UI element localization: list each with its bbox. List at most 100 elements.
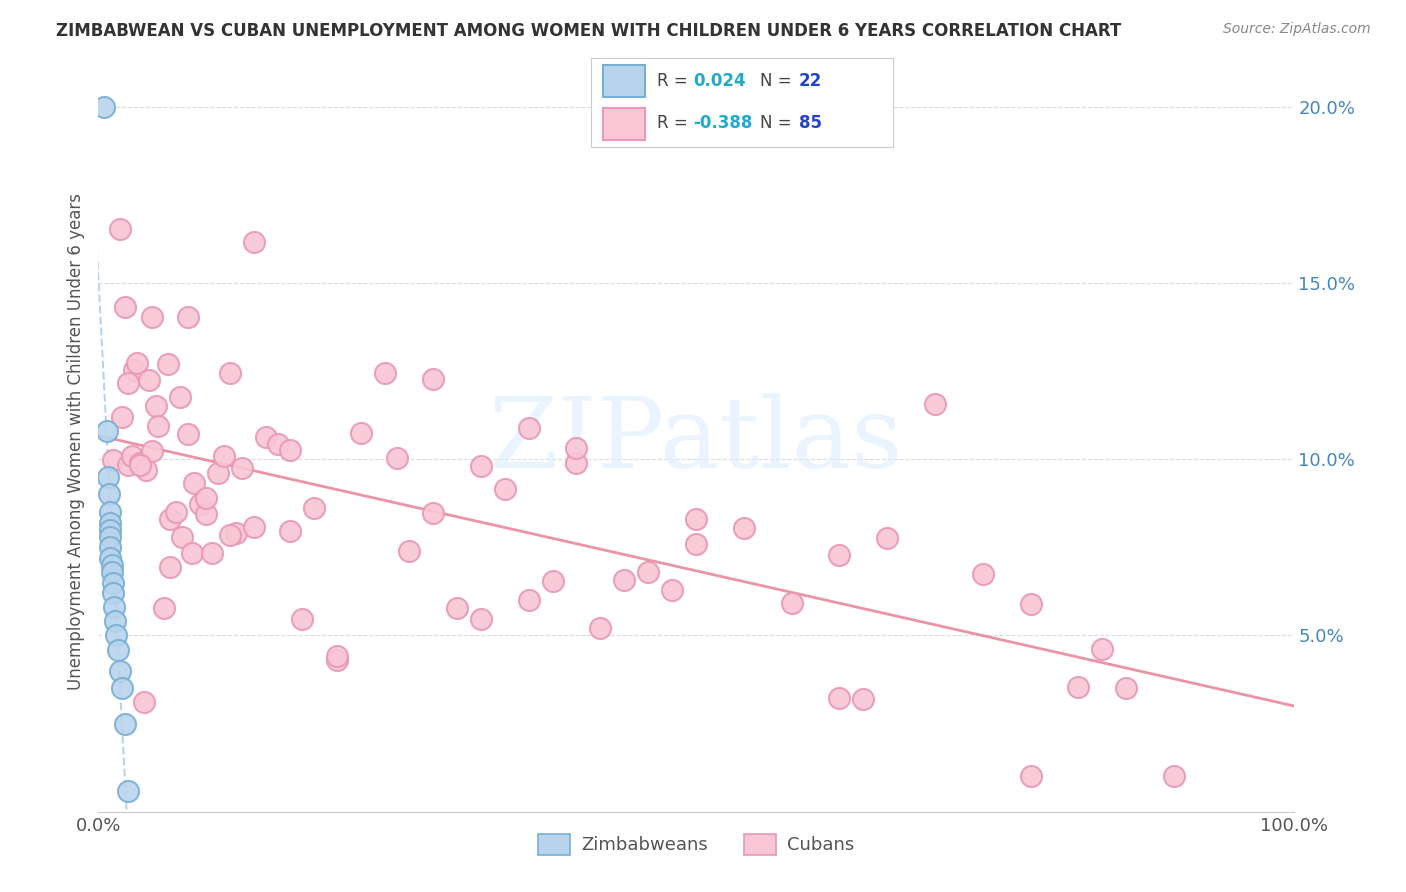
Point <box>1067 681 1090 695</box>
Point <box>138 373 160 387</box>
Text: 0.024: 0.024 <box>693 72 747 90</box>
Point <box>108 221 131 235</box>
Point <box>254 430 277 444</box>
Point <box>852 691 875 706</box>
Point <box>177 310 200 324</box>
Point <box>326 649 349 664</box>
Point <box>291 612 314 626</box>
Point <box>177 426 200 441</box>
Point <box>972 566 994 581</box>
Point <box>114 300 136 314</box>
Point <box>98 505 122 519</box>
Point <box>100 558 122 572</box>
Point <box>104 615 127 629</box>
Point <box>93 100 115 114</box>
Point <box>105 628 128 642</box>
Point <box>613 573 636 587</box>
Point <box>565 441 588 455</box>
Point <box>107 642 129 657</box>
Point <box>101 575 124 590</box>
Text: Source: ZipAtlas.com: Source: ZipAtlas.com <box>1223 22 1371 37</box>
Point <box>685 512 707 526</box>
Point <box>108 664 131 678</box>
Point <box>124 362 146 376</box>
Point <box>924 396 946 410</box>
Point <box>398 544 420 558</box>
Point <box>135 463 157 477</box>
Point <box>156 357 179 371</box>
Point <box>111 681 134 696</box>
Point <box>1091 642 1114 657</box>
Point <box>98 523 122 537</box>
Point <box>733 520 755 534</box>
Text: ZIPatlas: ZIPatlas <box>489 393 903 490</box>
Point <box>98 530 122 544</box>
Point <box>153 600 176 615</box>
Point <box>446 600 468 615</box>
Point <box>661 583 683 598</box>
Point <box>828 691 851 706</box>
Point <box>141 310 163 325</box>
Point <box>129 458 152 472</box>
Point <box>828 548 851 562</box>
Point <box>326 653 349 667</box>
Point <box>201 546 224 560</box>
Point <box>780 596 803 610</box>
Point <box>101 452 124 467</box>
Point <box>278 524 301 538</box>
Point <box>231 460 253 475</box>
Point <box>101 586 124 600</box>
Point <box>302 501 325 516</box>
FancyBboxPatch shape <box>603 108 645 140</box>
Point <box>278 443 301 458</box>
Point <box>125 356 148 370</box>
Point <box>385 451 409 466</box>
Point <box>219 366 242 380</box>
Point <box>165 505 187 519</box>
Point <box>96 424 118 438</box>
Point <box>422 372 444 386</box>
Point <box>1019 769 1042 783</box>
Point <box>219 528 242 542</box>
Text: 22: 22 <box>799 72 823 90</box>
Point <box>195 491 218 505</box>
Text: 85: 85 <box>799 114 823 132</box>
Point <box>132 695 155 709</box>
Point <box>180 546 202 560</box>
Point <box>159 560 181 574</box>
Point <box>111 409 134 424</box>
Point <box>98 516 122 530</box>
Point <box>114 716 136 731</box>
Y-axis label: Unemployment Among Women with Children Under 6 years: Unemployment Among Women with Children U… <box>66 193 84 690</box>
Point <box>195 507 218 521</box>
Point <box>267 436 290 450</box>
Point <box>129 456 152 470</box>
Point <box>98 541 122 555</box>
Legend: Zimbabweans, Cubans: Zimbabweans, Cubans <box>530 827 862 862</box>
Text: R =: R = <box>657 72 693 90</box>
Point <box>422 506 444 520</box>
Point <box>172 530 194 544</box>
Point <box>207 466 229 480</box>
Point <box>183 475 205 490</box>
Point <box>103 600 125 615</box>
Point <box>243 235 266 250</box>
Point <box>148 419 170 434</box>
Point <box>470 459 492 474</box>
Point <box>97 470 120 484</box>
Point <box>1163 769 1185 783</box>
Point <box>494 482 516 496</box>
Text: R =: R = <box>657 114 693 132</box>
Point <box>374 366 396 380</box>
Point <box>470 611 492 625</box>
Point <box>565 456 588 470</box>
Point <box>1115 681 1137 696</box>
Point <box>141 444 163 458</box>
Point <box>188 496 211 510</box>
Point <box>98 487 121 501</box>
Point <box>876 531 898 545</box>
Point <box>159 512 181 526</box>
Point <box>589 621 612 635</box>
Text: N =: N = <box>759 114 797 132</box>
Point <box>1019 597 1042 611</box>
